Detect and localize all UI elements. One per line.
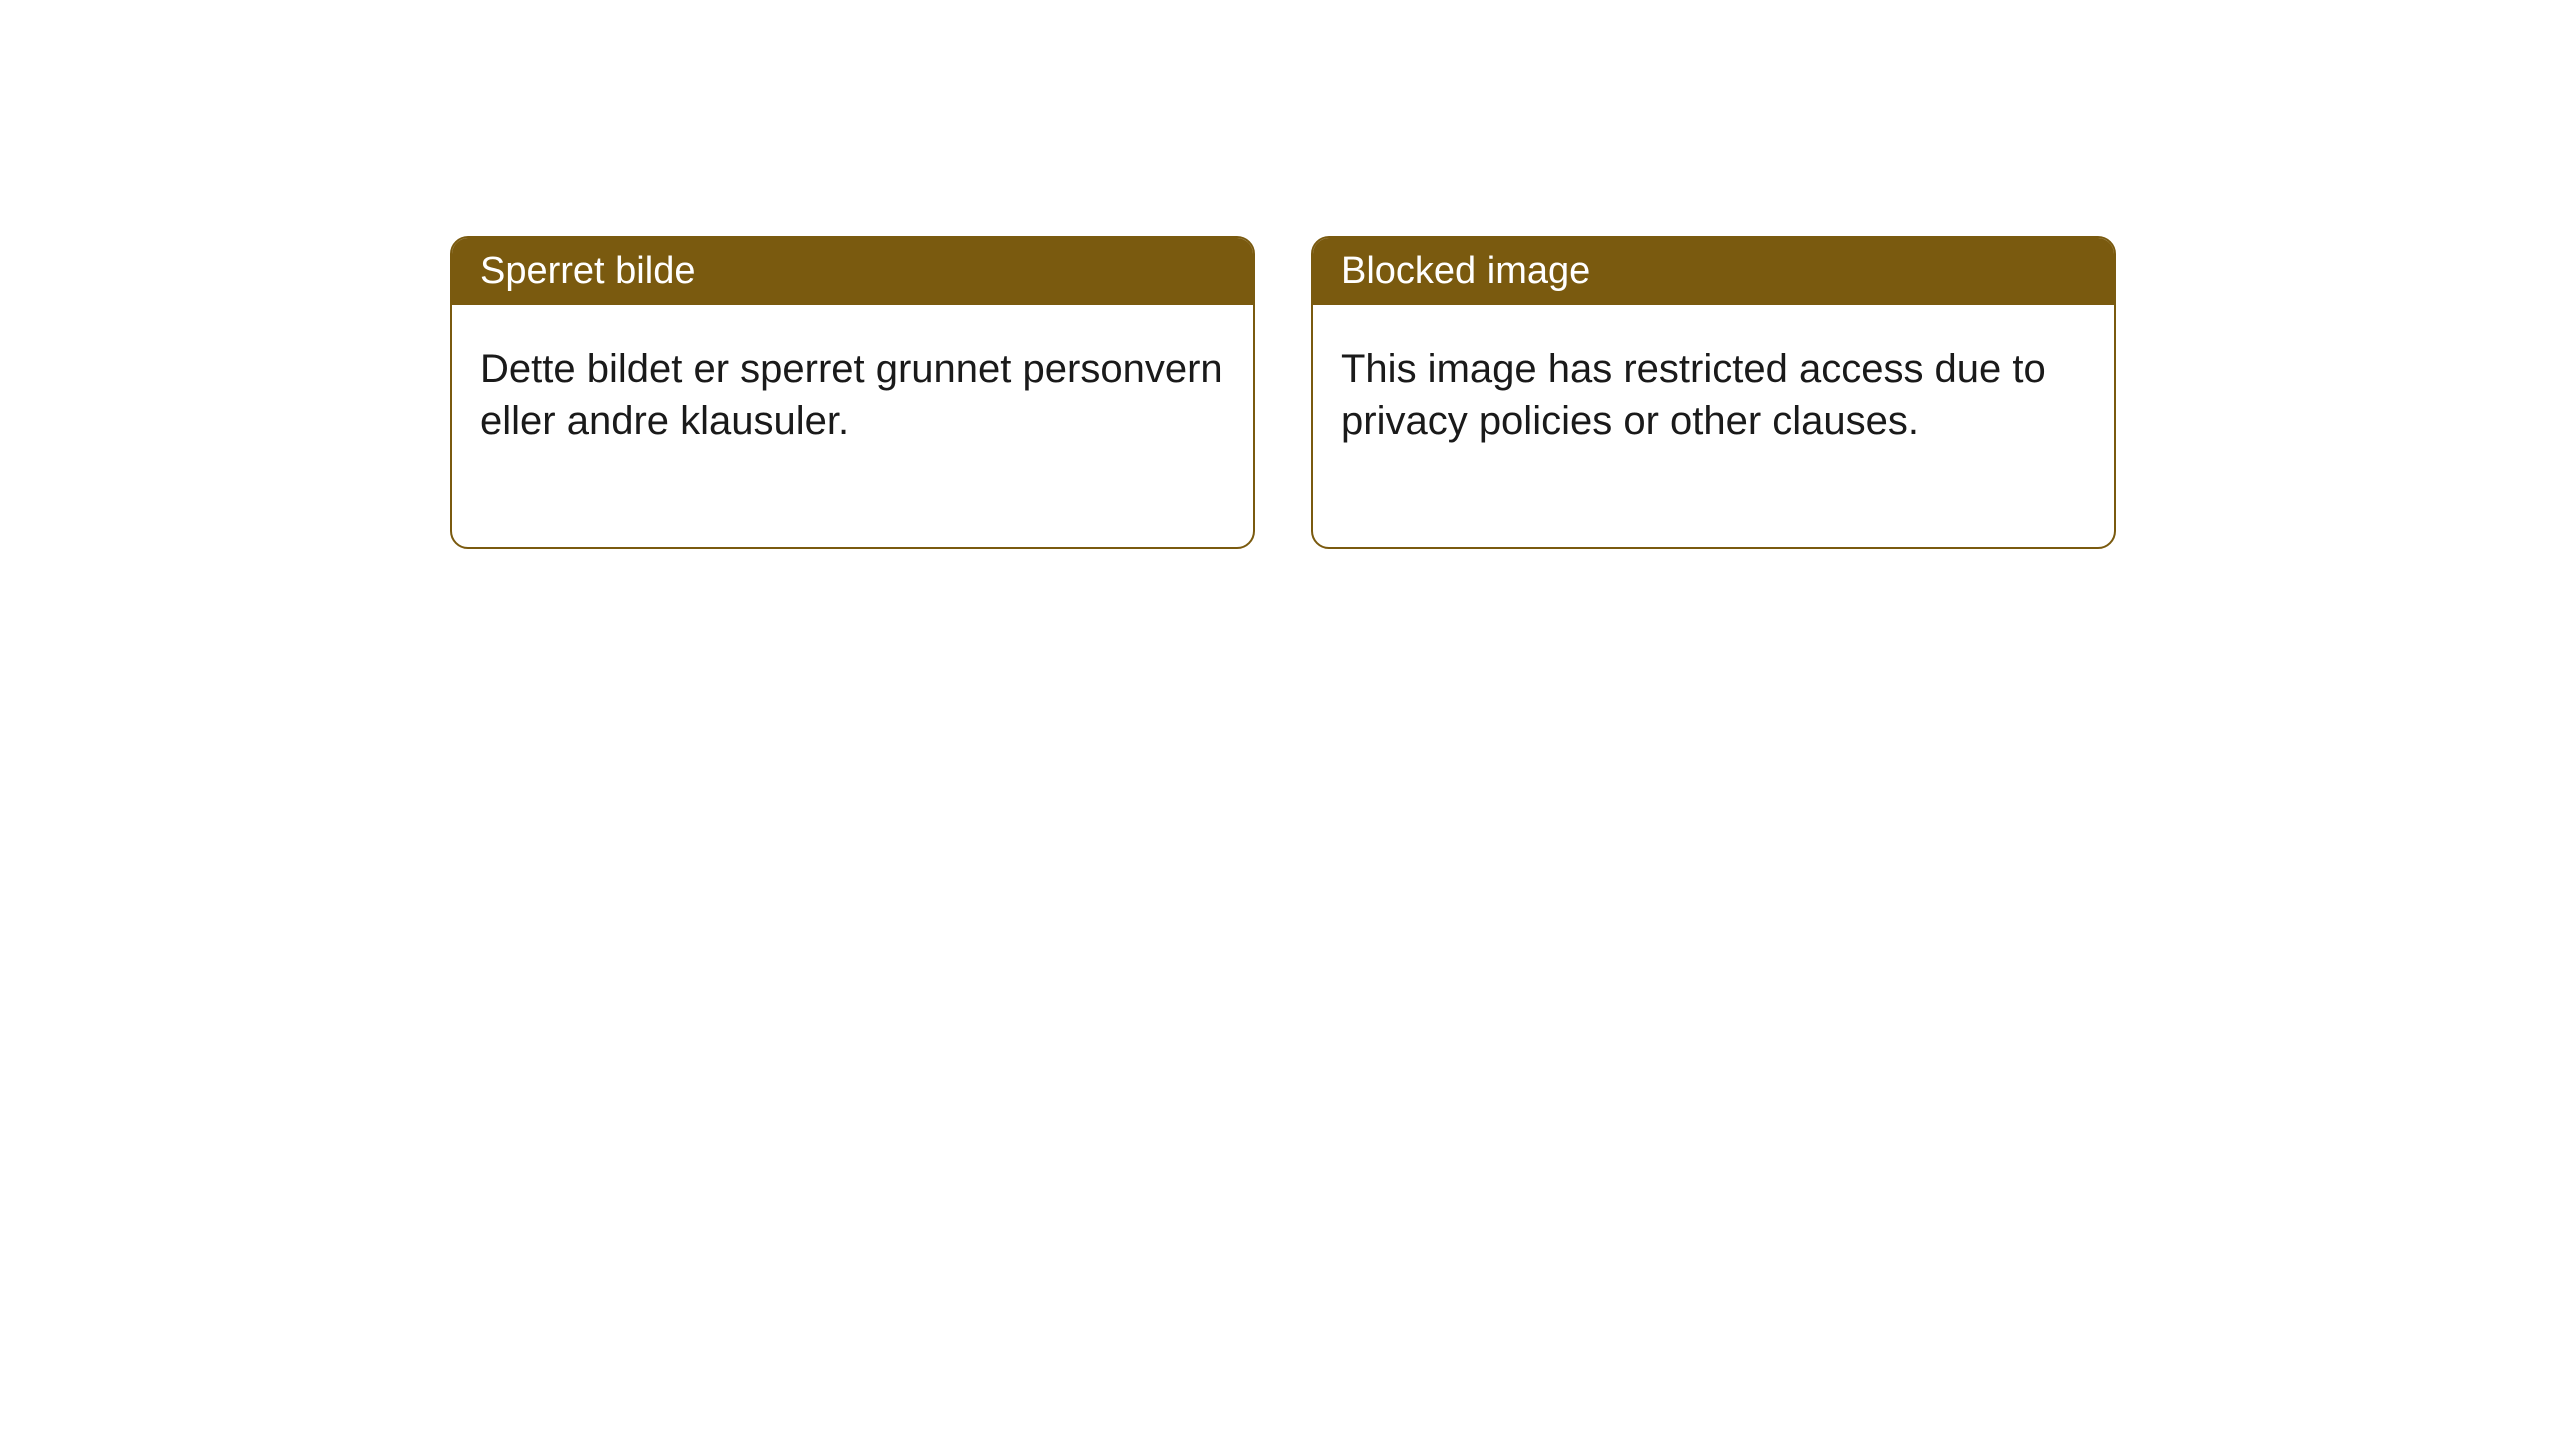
card-body-en: This image has restricted access due to …	[1313, 305, 2114, 547]
blocked-image-card-en: Blocked image This image has restricted …	[1311, 236, 2116, 549]
card-body-no: Dette bildet er sperret grunnet personve…	[452, 305, 1253, 547]
cards-container: Sperret bilde Dette bildet er sperret gr…	[0, 0, 2560, 549]
card-header-no: Sperret bilde	[452, 238, 1253, 305]
blocked-image-card-no: Sperret bilde Dette bildet er sperret gr…	[450, 236, 1255, 549]
card-header-en: Blocked image	[1313, 238, 2114, 305]
